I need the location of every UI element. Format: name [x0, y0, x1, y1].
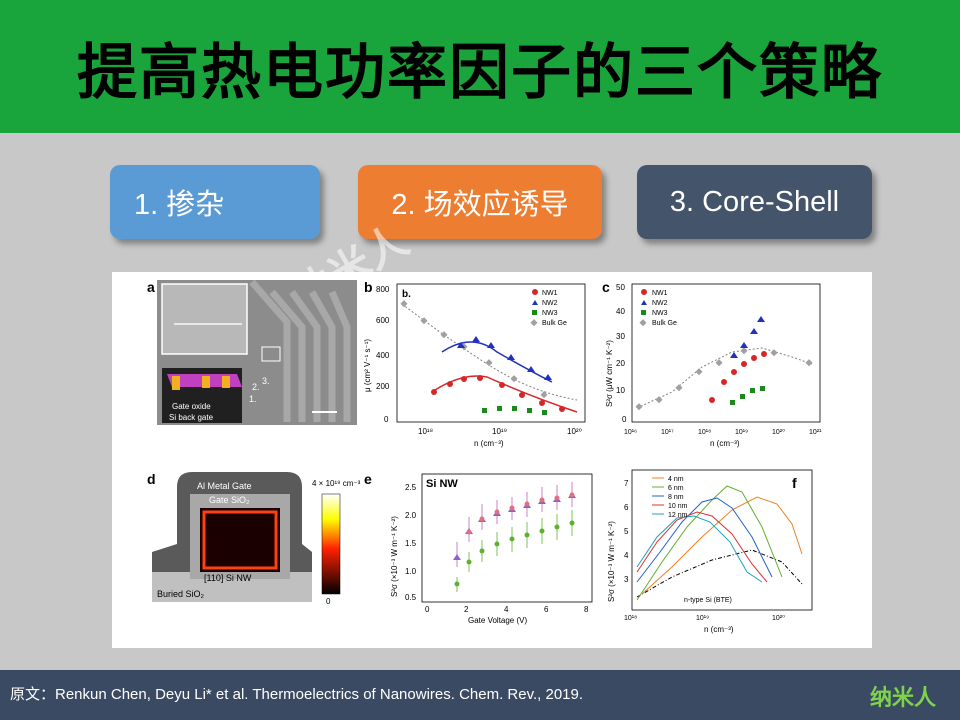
c-ylabel: S²σ (μW cm⁻¹ K⁻²)	[605, 340, 614, 407]
f-ytick: 7	[624, 479, 629, 488]
e-ylabel: S²σ (×10⁻³ W m⁻¹ K⁻²)	[390, 516, 399, 597]
f-legend-4nm: 4 nm	[668, 476, 684, 483]
c-legend-bulk: Bulk Ge	[652, 320, 677, 327]
b-ytick: 400	[376, 351, 390, 360]
c-xtick: 10²¹	[809, 429, 822, 436]
panel-d-label: d	[147, 471, 156, 487]
c-ytick: 50	[616, 283, 625, 292]
c-legend-nw3: NW3	[652, 310, 668, 317]
b-ytick: 600	[376, 316, 390, 325]
gate-oxide-d-label: Gate SiO₂	[209, 495, 250, 505]
c-ytick: 20	[616, 359, 625, 368]
c-xtick: 10²⁰	[772, 428, 785, 436]
b-xtick: 10¹⁸	[418, 427, 433, 436]
strategy-2-button[interactable]: 2. 场效应诱导	[358, 165, 602, 239]
b-ytick: 200	[376, 382, 390, 391]
b-legend-nw3: NW3	[542, 310, 558, 317]
c-xlabel: n (cm⁻³)	[710, 439, 740, 448]
e-ytick: 2.5	[405, 483, 417, 492]
f-annotation: n-type Si (BTE)	[684, 597, 732, 604]
e-xtick: 2	[464, 605, 469, 614]
panel-f: f 7 6 5 4 3 10¹⁸ 10¹⁹ 10²⁰ n (cm⁻³) S²σ …	[607, 469, 813, 634]
f-ytick: 4	[624, 551, 629, 560]
citation: 原文：Renkun Chen, Deyu Li* et al. Thermoel…	[10, 686, 584, 703]
c-ytick: 40	[616, 307, 625, 316]
e-xtick: 0	[425, 605, 430, 614]
c-xtick: 10¹⁹	[735, 429, 748, 436]
cbar-top-label: 4 × 10¹⁹ cm⁻³	[312, 479, 361, 488]
b-xlabel: n (cm⁻³)	[474, 439, 504, 448]
al-gate-label: Al Metal Gate	[197, 481, 252, 491]
device-num-1: 1.	[249, 394, 257, 404]
b-legend-nw2: NW2	[542, 300, 558, 307]
panel-e-inner-label: Si NW	[426, 478, 458, 490]
sem-inset	[161, 283, 248, 355]
cbar-bottom-label: 0	[326, 597, 331, 606]
si-nw-label: [110] Si NW	[204, 573, 252, 583]
gate-oxide-label: Gate oxide	[172, 402, 211, 411]
c-ytick: 30	[616, 332, 625, 341]
device-num-3: 3.	[262, 376, 270, 386]
f-xtick: 10¹⁸	[624, 615, 637, 622]
f-xlabel: n (cm⁻³)	[704, 625, 734, 634]
f-ytick: 3	[624, 575, 629, 584]
panel-d: d Al Metal Gate Gate SiO₂ [110] Si NW Bu…	[147, 471, 361, 606]
c-xtick: 10¹⁸	[698, 429, 711, 436]
c-legend-nw2: NW2	[652, 300, 668, 307]
e-xlabel: Gate Voltage (V)	[468, 616, 527, 625]
b-legend-bulk: Bulk Ge	[542, 320, 567, 327]
c-legend-nw1: NW1	[652, 290, 668, 297]
panel-c: c 50 40 30 20 10 0 10¹⁶ 10¹⁷ 10¹⁸ 10¹⁹ 1…	[602, 279, 822, 448]
e-ytick: 2.0	[405, 511, 417, 520]
f-ytick: 5	[624, 527, 629, 536]
panel-a-label: a	[147, 279, 155, 295]
slide-title: 提高热电功率因子的三个策略	[77, 38, 883, 108]
b-ytick: 0	[384, 415, 389, 424]
panel-e: e Si NW 2.5 2.0 1.5 1.0 0.5 0 2 4 6 8 Ga…	[364, 471, 593, 625]
strategy-1-button[interactable]: 1. 掺杂	[110, 165, 320, 239]
f-legend-12nm: 12 nm	[668, 512, 688, 519]
e-ytick: 1.0	[405, 567, 417, 576]
e-ytick: 1.5	[405, 539, 417, 548]
c-ytick: 10	[616, 386, 625, 395]
c-xtick: 10¹⁶	[624, 429, 637, 436]
panel-b-label: b	[364, 279, 373, 295]
b-xtick: 10²⁰	[567, 427, 582, 436]
footer-bar: 原文：Renkun Chen, Deyu Li* et al. Thermoel…	[0, 670, 960, 720]
panel-b: b b. 800 600 400 200 0 10¹⁸ 10¹⁹ 10²⁰ n …	[363, 279, 586, 448]
f-legend-10nm: 10 nm	[668, 503, 688, 510]
f-ytick: 6	[624, 503, 629, 512]
c-xtick: 10¹⁷	[661, 429, 674, 436]
f-xtick: 10²⁰	[772, 614, 785, 622]
panel-f-label: f	[792, 475, 797, 491]
panel-c-label: c	[602, 279, 610, 295]
b-legend-nw1: NW1	[542, 290, 558, 297]
e-xtick: 6	[544, 605, 549, 614]
e-xtick: 8	[584, 605, 589, 614]
f-legend-6nm: 6 nm	[668, 485, 684, 492]
b-xtick: 10¹⁹	[492, 427, 507, 436]
si-back-gate-label: Si back gate	[169, 413, 214, 422]
panel-b-inner-label: b.	[402, 289, 411, 300]
b-ytick: 800	[376, 285, 390, 294]
strategy-3-button[interactable]: 3. Core-Shell	[637, 165, 872, 239]
f-legend-8nm: 8 nm	[668, 494, 684, 501]
c-ytick: 0	[622, 415, 627, 424]
f-ylabel: S²σ (×10⁻³ W m⁻¹ K⁻²)	[607, 521, 616, 602]
buried-oxide-label: Buried SiO₂	[157, 589, 205, 599]
b-ylabel: μ (cm² V⁻¹ s⁻¹)	[363, 339, 372, 392]
e-xtick: 4	[504, 605, 509, 614]
footer-logo: 纳米人	[869, 686, 936, 711]
device-num-2: 2.	[252, 382, 260, 392]
panel-e-label: e	[364, 471, 372, 487]
f-xtick: 10¹⁹	[696, 615, 709, 622]
e-ytick: 0.5	[405, 593, 417, 602]
figure-panel: a 3. 2. 1. Gate oxide Si back gate b b. …	[112, 272, 872, 648]
panel-a: a 3. 2. 1. Gate oxide Si back gate	[147, 279, 357, 425]
title-bar: 提高热电功率因子的三个策略	[0, 0, 960, 133]
